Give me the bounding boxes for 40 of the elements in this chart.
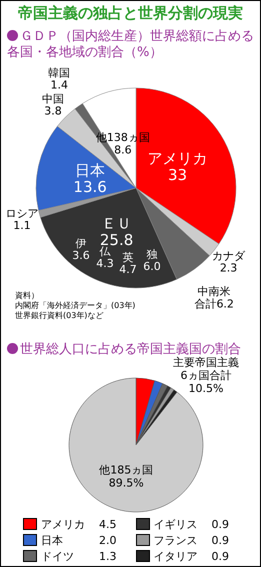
- legend-label: フランス: [154, 532, 198, 548]
- data-label: 0.9: [212, 534, 229, 546]
- legend-label: ドイツ: [41, 548, 75, 564]
- legend-label: 日本: [41, 532, 64, 548]
- slice-label: 日本: [75, 162, 106, 180]
- text: 独 6.0: [143, 248, 161, 273]
- slice-label: ＥＵ: [102, 214, 132, 233]
- slice-label: アメリカ: [148, 150, 208, 168]
- data-label: 2.3: [220, 262, 238, 275]
- legend-label: アメリカ: [41, 516, 86, 532]
- slice-label: 他185ヵ国: [99, 464, 154, 477]
- data-label: 13.6: [73, 178, 107, 196]
- text: 主要帝国主義 6ヵ国合計 10.5%: [173, 356, 239, 395]
- legend-label: イギリス: [154, 516, 198, 532]
- chart-title: 帝国主義の独占と世界分割の現実: [17, 4, 244, 23]
- data-label: 33: [168, 166, 188, 184]
- data-label: 2.0: [99, 534, 116, 546]
- text: 世界銀行資料(03年)など: [15, 311, 104, 321]
- data-label: 3.8: [44, 104, 62, 118]
- legend-label: イタリア: [154, 548, 198, 564]
- slice-label: 韓国: [48, 66, 70, 80]
- slice-label: ロシア: [6, 206, 39, 220]
- slice-label: カナダ: [212, 250, 246, 263]
- data-label: 1.1: [13, 219, 31, 232]
- data-label: 8.6: [114, 143, 132, 156]
- slice-label: 中南米: [198, 285, 231, 298]
- text: 英 4.7: [119, 251, 137, 276]
- data-label: 1.3: [99, 550, 116, 562]
- data-label: 4.5: [99, 518, 116, 530]
- data-label: 1.4: [50, 78, 68, 92]
- data-label: 合計6.2: [194, 297, 234, 310]
- text: 資料）: [15, 291, 40, 301]
- slice-label: 中国: [42, 92, 64, 106]
- text: 伊 3.6: [72, 237, 90, 262]
- data-label: 0.9: [212, 550, 229, 562]
- text: 内閣府「海外経済データ」(03年): [15, 301, 136, 311]
- data-label: 89.5%: [108, 476, 144, 490]
- data-label: 0.9: [212, 518, 229, 530]
- chart-title: 世界総人口に占める帝国主義国の割合: [19, 341, 241, 357]
- chart-subtitle: ＧＤＰ（国内総生産）世界総額に占める各国・各地域の割合（%）: [7, 29, 255, 61]
